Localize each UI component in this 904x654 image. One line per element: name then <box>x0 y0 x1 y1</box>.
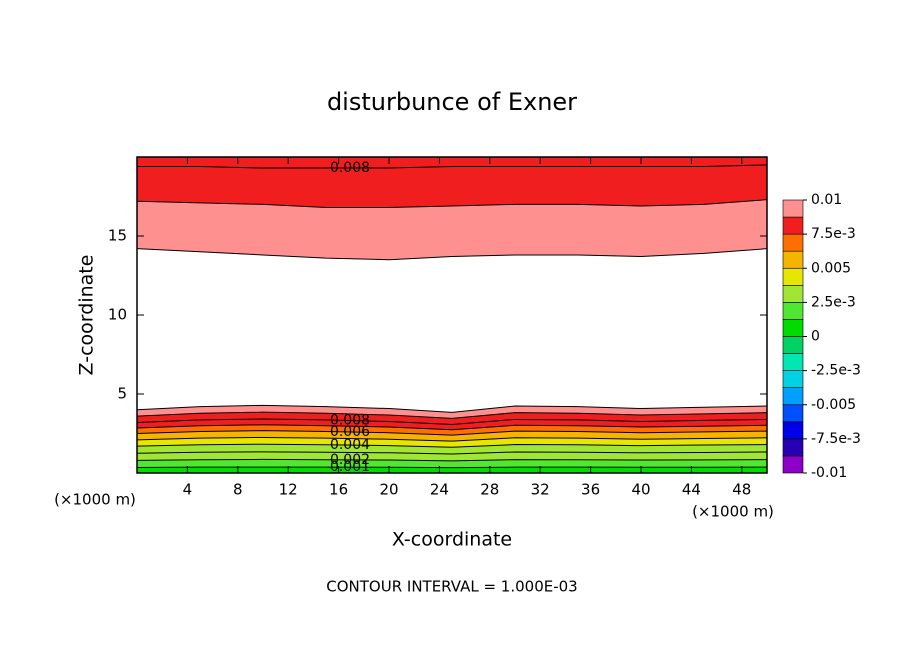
x-tick-label: 8 <box>233 481 243 499</box>
footer: CONTOUR INTERVAL = 1.000E-03 <box>326 578 577 596</box>
y-axis-label: Z-coordinate <box>76 255 98 376</box>
contour-line <box>137 164 768 169</box>
contour-line <box>136 199 768 209</box>
x-tick-label: 20 <box>379 481 398 499</box>
contour-label: 0.008 <box>330 413 370 429</box>
colorbar-label: 0.005 <box>811 260 851 276</box>
colorbar-label: 0 <box>811 329 820 345</box>
x-tick-label: 4 <box>183 481 193 499</box>
colorbar-label: -0.01 <box>811 465 847 481</box>
contour-line <box>136 451 768 455</box>
contour-band <box>136 199 768 260</box>
colorbar-band <box>782 438 804 457</box>
x-tick-label: 40 <box>631 481 650 499</box>
contour-line <box>136 404 768 413</box>
x-tick-label: 16 <box>329 481 348 499</box>
colorbar-label: -2.5e-3 <box>811 363 861 379</box>
contour-line <box>136 248 768 261</box>
x-tick-label: 32 <box>531 481 550 499</box>
contour-label: 0.001 <box>330 459 370 475</box>
colorbar-band <box>782 302 804 320</box>
colorbar-band <box>782 216 804 235</box>
colorbar-label: -0.005 <box>811 397 856 413</box>
contour-line <box>136 424 768 431</box>
colorbar-band <box>782 199 804 218</box>
colorbar-band <box>782 233 804 252</box>
x-tick-label: 48 <box>732 481 751 499</box>
y-tick-label: 15 <box>108 227 127 245</box>
contour-label: 0.002 <box>330 452 370 468</box>
colorbar-label: 7.5e-3 <box>811 226 856 242</box>
colorbar-band <box>782 319 804 337</box>
colorbar-band <box>782 455 804 474</box>
contour-line <box>136 430 768 436</box>
colorbar-band <box>782 267 804 286</box>
contour-label: 0.004 <box>330 437 370 453</box>
colorbar-band <box>782 421 804 440</box>
colorbar-band <box>782 404 804 423</box>
x-tick-label: 12 <box>279 481 298 499</box>
x-axis-label: X-coordinate <box>392 529 512 551</box>
y-tick-label: 10 <box>108 306 127 324</box>
colorbar-band <box>782 387 804 406</box>
chart-title: disturbunce of Exner <box>327 88 577 116</box>
contour-line <box>136 411 768 419</box>
colorbar-band <box>782 353 804 371</box>
colorbar-label: -7.5e-3 <box>811 431 861 447</box>
colorbar-label: 2.5e-3 <box>811 294 856 310</box>
contour-label: 0.006 <box>330 424 370 440</box>
y-tick-label: 5 <box>117 385 127 403</box>
contour-line <box>136 458 768 462</box>
x-tick-label: 36 <box>581 481 600 499</box>
y-unit-label: (×1000 m) <box>54 491 136 509</box>
colorbar-band <box>782 370 804 388</box>
colorbar-band <box>782 336 804 354</box>
colorbar-band <box>782 285 804 303</box>
colorbar-label: 0.01 <box>811 192 842 208</box>
x-unit-label: (×1000 m) <box>692 503 774 521</box>
x-tick-label: 24 <box>430 481 449 499</box>
colorbar-band <box>782 250 804 269</box>
contour-line <box>136 436 768 442</box>
contour-line <box>136 418 768 425</box>
contour-band <box>136 164 768 208</box>
x-tick-label: 44 <box>682 481 701 499</box>
contour-line <box>136 443 768 448</box>
x-tick-label: 28 <box>480 481 499 499</box>
contour-label: 0.008 <box>330 160 370 176</box>
